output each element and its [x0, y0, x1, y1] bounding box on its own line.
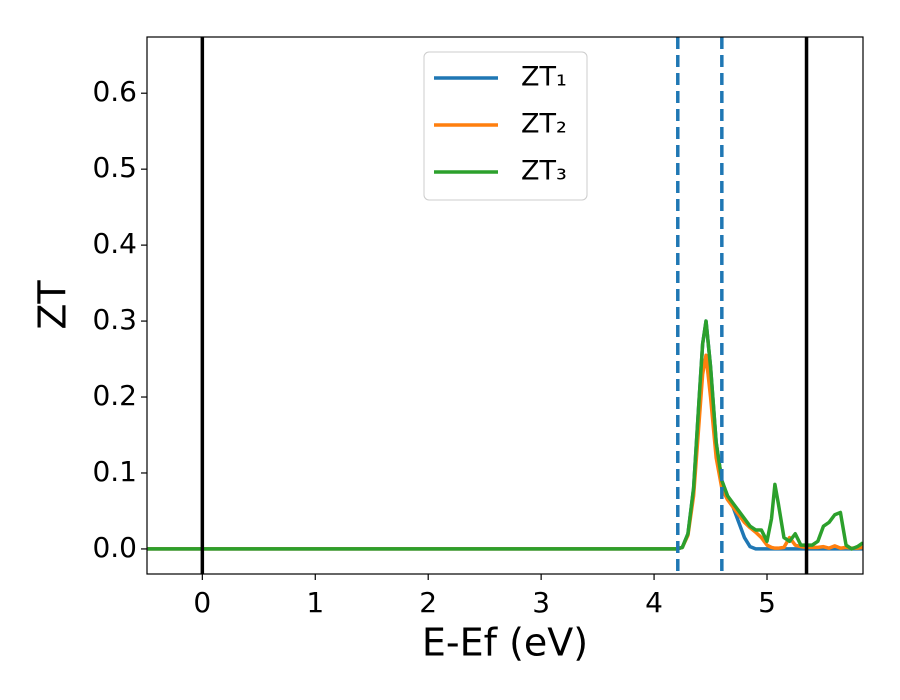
y-tick-label: 0.1	[92, 455, 137, 488]
plot-frame	[146, 36, 864, 575]
x-tick-label: 5	[758, 586, 776, 619]
x-tick-label: 3	[532, 586, 550, 619]
plot-area	[147, 37, 863, 574]
y-tick-label: 0.2	[92, 379, 137, 412]
line-series	[147, 319, 863, 551]
y-tick-label: 0.4	[92, 227, 137, 260]
legend-label: ZT₁	[521, 62, 567, 93]
y-tick-label: 0.0	[92, 531, 137, 564]
x-tick-label: 0	[193, 586, 211, 619]
x-tick-label: 1	[306, 586, 324, 619]
legend-box	[423, 51, 588, 201]
legend-label: ZT₃	[521, 156, 567, 187]
line-series	[147, 353, 863, 551]
y-tick-label: 0.6	[92, 75, 137, 108]
y-tick-label: 0.3	[92, 303, 137, 336]
x-tick-label: 4	[645, 586, 663, 619]
legend-label: ZT₂	[521, 109, 567, 140]
x-axis-label: E-Ef (eV)	[422, 621, 588, 665]
y-tick-label: 0.5	[92, 151, 137, 184]
y-axis-label: ZT	[31, 280, 75, 330]
x-tick-label: 2	[419, 586, 437, 619]
